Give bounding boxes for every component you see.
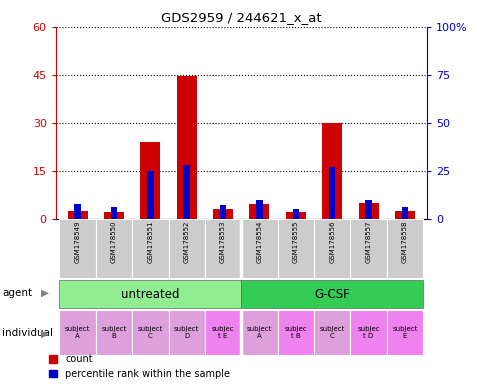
Text: GSM178554: GSM178554 [256,221,262,263]
Text: GSM178549: GSM178549 [75,221,80,263]
Bar [212,209,233,219]
Bar [140,142,160,219]
Bar [132,219,168,278]
Text: individual: individual [2,328,53,338]
Bar [205,219,241,278]
Bar [314,310,349,355]
Bar [67,211,88,219]
Bar [74,204,81,219]
Text: subjec
t B: subjec t B [284,326,306,339]
Bar [168,219,204,278]
Text: G-CSF: G-CSF [314,288,349,301]
Text: GSM178551: GSM178551 [147,221,153,263]
Text: ▶: ▶ [41,328,49,338]
Bar [241,280,422,308]
Text: subjec
t E: subjec t E [212,326,234,339]
Bar [314,219,349,278]
Text: GSM178557: GSM178557 [365,221,371,263]
Bar [249,204,269,219]
Text: GSM178552: GSM178552 [183,221,189,263]
Bar [60,310,95,355]
Text: agent: agent [2,288,32,298]
Text: subject
C: subject C [137,326,163,339]
Bar [132,310,168,355]
Bar [110,207,117,219]
Bar [96,310,132,355]
Bar [277,310,313,355]
Bar [277,219,313,278]
Bar [183,165,190,219]
Bar [256,200,262,219]
Bar [104,212,124,219]
Text: subject
E: subject E [392,326,417,339]
Text: subject
A: subject A [65,326,90,339]
Bar [328,167,335,219]
Text: GSM178555: GSM178555 [292,221,298,263]
Bar [285,212,305,219]
Bar [96,219,132,278]
Bar [350,219,386,278]
Bar [364,200,371,219]
Bar [292,209,299,219]
Bar [321,123,342,219]
Text: GSM178558: GSM178558 [401,221,407,263]
Text: GSM178550: GSM178550 [111,221,117,263]
Bar [394,211,414,219]
Bar [358,203,378,219]
Bar [401,207,408,219]
Text: subject
D: subject D [174,326,199,339]
Text: subject
B: subject B [101,326,126,339]
Bar [60,219,95,278]
Bar [386,310,422,355]
Bar [241,310,277,355]
Title: GDS2959 / 244621_x_at: GDS2959 / 244621_x_at [161,11,321,24]
Text: untreated: untreated [121,288,179,301]
Bar [168,310,204,355]
Bar [386,219,422,278]
Text: ▶: ▶ [41,288,49,298]
Bar [219,205,226,219]
Text: subject
C: subject C [319,326,344,339]
Bar [147,171,153,219]
Bar [241,219,277,278]
Bar [205,310,241,355]
Text: GSM178553: GSM178553 [220,221,226,263]
Text: subject
A: subject A [246,326,272,339]
Bar [60,280,241,308]
Text: GSM178556: GSM178556 [329,221,334,263]
Bar [176,76,197,219]
Legend: count, percentile rank within the sample: count, percentile rank within the sample [48,354,229,379]
Text: subjec
t D: subjec t D [357,326,379,339]
Bar [350,310,386,355]
